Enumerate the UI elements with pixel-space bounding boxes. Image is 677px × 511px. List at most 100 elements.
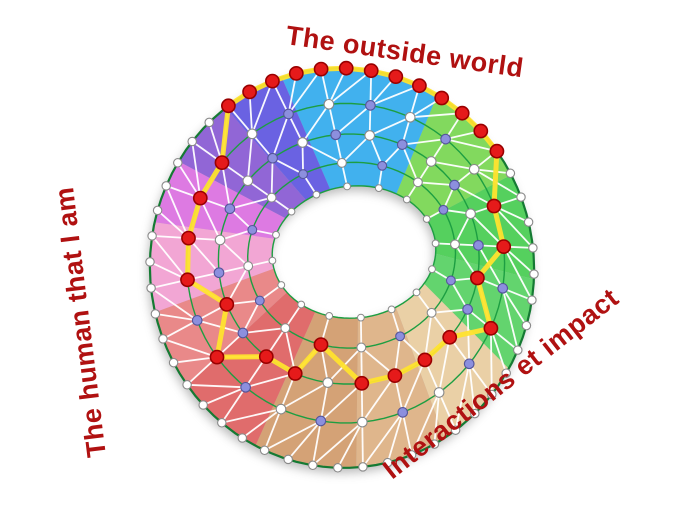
label-human-that-i-am: The human that I am xyxy=(49,185,112,459)
mesh-line xyxy=(199,197,221,241)
mesh-line xyxy=(245,372,296,389)
node-white xyxy=(450,425,461,435)
mesh-line xyxy=(501,287,528,327)
mesh-line xyxy=(202,386,246,406)
mesh-line xyxy=(362,411,404,468)
node-purple xyxy=(473,240,484,251)
mesh-line xyxy=(264,420,322,452)
node-white xyxy=(246,128,258,140)
node-white xyxy=(429,439,440,449)
node-white xyxy=(501,368,511,378)
mesh-line xyxy=(369,116,411,137)
node-white xyxy=(173,158,183,168)
mesh-line xyxy=(361,375,396,423)
node-red xyxy=(214,155,230,170)
node-red xyxy=(220,98,236,114)
node-white xyxy=(465,208,476,220)
node-purple xyxy=(247,224,258,235)
node-white xyxy=(364,130,376,141)
node-white xyxy=(237,433,248,443)
node-white xyxy=(450,239,460,250)
node-white xyxy=(428,265,436,274)
node-red xyxy=(242,84,257,100)
mesh-line xyxy=(165,185,190,239)
mesh-line xyxy=(490,328,508,374)
mesh-line xyxy=(424,312,433,361)
node-white xyxy=(431,239,440,248)
mesh-line xyxy=(417,181,455,186)
node-red xyxy=(288,66,304,81)
node-white xyxy=(280,323,291,334)
mesh-line xyxy=(410,112,463,119)
node-white xyxy=(406,450,417,460)
node-layer xyxy=(145,60,539,473)
mesh-line xyxy=(302,141,343,164)
node-purple xyxy=(438,204,449,215)
mesh-line xyxy=(151,235,189,281)
node-white xyxy=(272,230,280,239)
mesh-line xyxy=(242,327,286,334)
node-white xyxy=(322,377,334,388)
node-red xyxy=(489,143,505,159)
node-white xyxy=(358,462,368,472)
node-white xyxy=(168,357,179,368)
node-white xyxy=(198,400,208,410)
mesh-line xyxy=(320,382,363,422)
node-white xyxy=(527,295,537,305)
node-white xyxy=(259,445,270,456)
node-purple xyxy=(449,179,460,191)
mesh-line xyxy=(438,337,451,393)
mesh-line xyxy=(477,244,504,289)
node-white xyxy=(297,300,306,309)
node-red xyxy=(411,78,427,94)
node-white xyxy=(505,168,516,179)
node-purple xyxy=(396,139,408,150)
node-red xyxy=(181,230,196,246)
node-red xyxy=(387,368,403,383)
node-purple xyxy=(298,169,309,180)
mesh-line xyxy=(272,157,304,175)
mesh-line xyxy=(219,239,249,267)
node-white xyxy=(422,215,431,223)
node-red xyxy=(313,61,329,77)
mesh-line xyxy=(474,168,511,175)
node-purple xyxy=(497,282,509,294)
node-red xyxy=(454,105,470,121)
node-red xyxy=(313,337,329,352)
node-white xyxy=(214,234,226,246)
node-white xyxy=(287,207,296,216)
node-purple xyxy=(395,331,406,342)
node-red xyxy=(486,198,502,214)
node-white xyxy=(433,387,445,398)
mesh-line xyxy=(401,412,413,456)
node-purple xyxy=(365,100,376,111)
node-white xyxy=(336,157,347,168)
node-white xyxy=(243,261,254,272)
mesh-line xyxy=(284,327,297,374)
node-white xyxy=(382,457,393,468)
mesh-line xyxy=(454,184,495,207)
node-white xyxy=(158,334,168,344)
mesh-line xyxy=(386,412,404,463)
sector-sky-blue xyxy=(281,68,438,194)
node-white xyxy=(266,192,277,203)
mesh-line xyxy=(370,84,420,107)
mesh-line xyxy=(501,288,519,351)
node-white xyxy=(357,313,365,322)
node-white xyxy=(356,342,367,353)
sector-tan-light xyxy=(356,307,445,468)
node-red xyxy=(442,329,458,345)
node-purple xyxy=(283,108,294,120)
node-white xyxy=(152,205,163,216)
node-white xyxy=(161,181,171,191)
node-purple xyxy=(315,415,327,427)
node-white xyxy=(529,269,539,279)
node-white xyxy=(521,320,532,331)
mesh-line xyxy=(311,420,322,466)
node-red xyxy=(180,272,195,288)
mesh-line xyxy=(155,313,198,322)
node-white xyxy=(523,217,534,227)
node-white xyxy=(426,307,437,318)
node-red xyxy=(434,90,450,106)
mesh-line xyxy=(301,103,330,144)
